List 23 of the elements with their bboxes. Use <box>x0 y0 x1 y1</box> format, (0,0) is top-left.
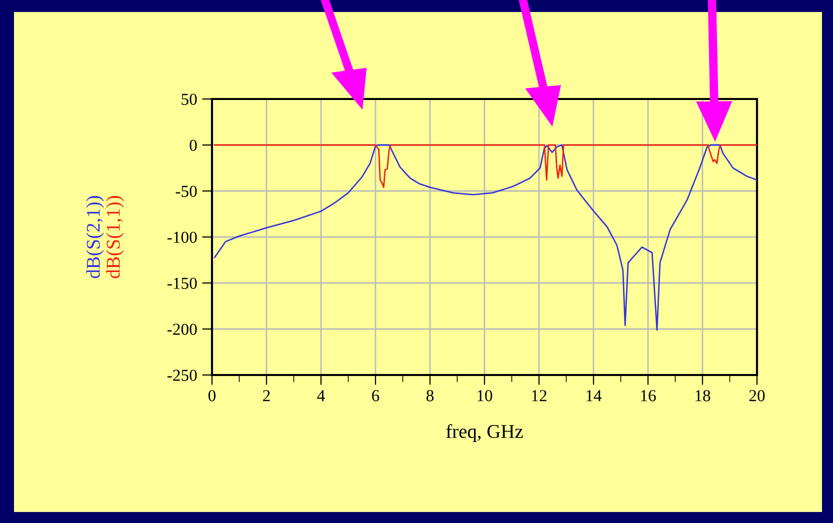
text: dB(S(1,1)) <box>106 196 124 278</box>
x-tick-label: 10 <box>478 390 492 402</box>
y-tick-label: 0 <box>190 140 197 151</box>
x-tick-label: 12 <box>532 390 546 402</box>
x-tick-label: 16 <box>641 390 656 402</box>
text: dB(S(2,1)) <box>86 196 104 278</box>
x-tick-label: 4 <box>317 390 325 402</box>
line-series <box>214 144 757 331</box>
y-tick-label: -200 <box>167 324 197 335</box>
x-tick-label: 0 <box>208 390 216 402</box>
x-tick-label: 8 <box>426 390 434 402</box>
line-series <box>214 144 757 188</box>
x-tick-label: 20 <box>749 390 765 402</box>
x-tick-label: 6 <box>372 390 380 402</box>
y-tick-label: 50 <box>182 94 197 105</box>
x-tick-label: 14 <box>586 390 602 402</box>
y-tick-label: -50 <box>176 186 197 197</box>
y-tick-label: -150 <box>167 278 197 289</box>
x-tick-label: 2 <box>263 390 270 402</box>
y-tick-label: -100 <box>167 232 197 243</box>
x-axis-title: freq, GHz <box>446 424 523 442</box>
y-tick-label: -250 <box>167 370 197 381</box>
x-tick-label: 18 <box>696 390 710 402</box>
